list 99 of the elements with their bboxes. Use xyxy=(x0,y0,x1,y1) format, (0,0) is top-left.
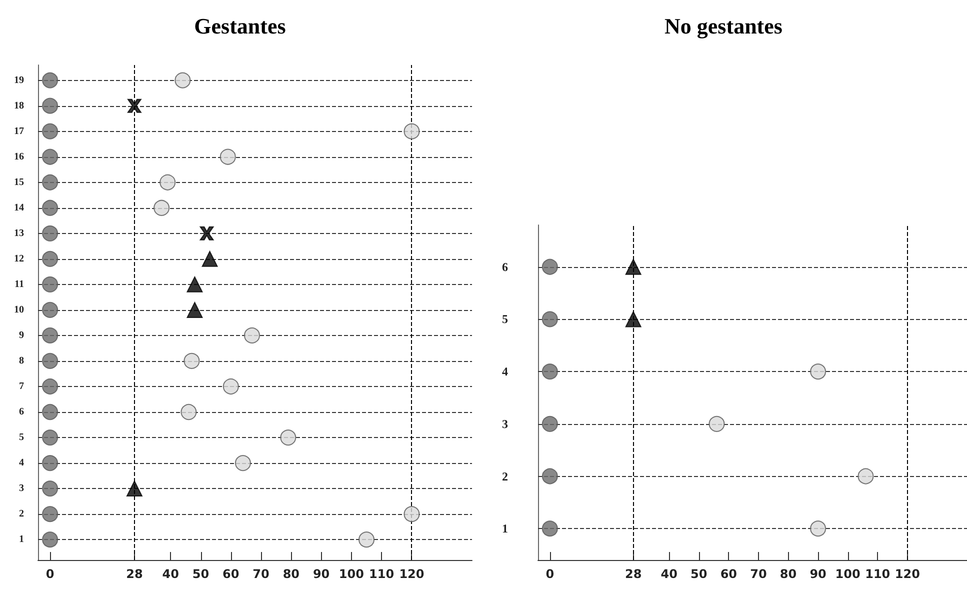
x-tick-label: 40 xyxy=(162,567,179,581)
x-tick-label: 50 xyxy=(690,567,708,581)
point xyxy=(186,302,203,318)
point xyxy=(42,250,58,267)
point xyxy=(42,378,58,394)
point xyxy=(542,416,558,432)
chart-title: Gestantes xyxy=(194,14,286,38)
point xyxy=(42,98,58,114)
point xyxy=(42,72,58,88)
point xyxy=(184,352,200,369)
x-tick-label: 60 xyxy=(222,567,240,581)
point xyxy=(42,200,58,216)
point xyxy=(542,468,558,484)
x-tick-label: 60 xyxy=(720,567,738,581)
y-tick-label: 12 xyxy=(14,253,24,264)
x-tick-label: 110 xyxy=(369,567,394,581)
x-tick-label: 90 xyxy=(312,567,330,581)
point xyxy=(625,311,642,328)
x-tick-label: 110 xyxy=(865,567,890,581)
y-tick-label: 13 xyxy=(14,228,24,239)
point xyxy=(42,327,58,344)
point xyxy=(404,506,420,522)
y-tick-label: 7 xyxy=(19,380,24,392)
point xyxy=(42,480,58,497)
point xyxy=(625,258,642,275)
y-tick-label: 1 xyxy=(502,522,508,536)
y-tick-label: 18 xyxy=(14,100,24,112)
point xyxy=(42,276,58,292)
point xyxy=(42,404,58,420)
x-tick-label: 80 xyxy=(780,567,797,581)
y-tick-label: 15 xyxy=(14,176,24,188)
x-tick-label: 50 xyxy=(192,567,210,581)
point xyxy=(127,98,142,113)
point xyxy=(244,327,260,344)
point xyxy=(126,480,142,497)
x-tick-label: 90 xyxy=(810,567,826,581)
y-tick-label: 11 xyxy=(14,278,24,290)
y-tick-label: 5 xyxy=(502,312,508,326)
point xyxy=(42,430,58,446)
point xyxy=(42,225,58,242)
point xyxy=(280,430,296,446)
point xyxy=(202,250,218,267)
y-tick-label: 1 xyxy=(19,534,24,546)
point xyxy=(708,416,725,432)
point xyxy=(180,404,197,420)
x-tick-label: 70 xyxy=(252,567,270,581)
x-tick-label: 0 xyxy=(546,567,554,581)
y-tick-label: 4 xyxy=(19,458,24,469)
point xyxy=(358,532,375,548)
point xyxy=(542,520,558,537)
y-tick-label: 2 xyxy=(19,508,24,520)
point xyxy=(234,455,251,472)
point xyxy=(42,506,58,522)
point xyxy=(42,123,58,140)
point xyxy=(858,468,874,484)
y-tick-label: 17 xyxy=(14,126,24,137)
point xyxy=(186,276,203,292)
y-tick-label: 5 xyxy=(19,432,24,444)
point xyxy=(154,200,170,216)
point xyxy=(220,148,236,165)
y-tick-label: 4 xyxy=(502,364,508,379)
point xyxy=(222,378,239,394)
point xyxy=(42,174,58,190)
point xyxy=(42,455,58,472)
point xyxy=(42,302,58,318)
y-tick-label: 6 xyxy=(19,406,24,418)
x-tick-label: 100 xyxy=(835,567,860,581)
x-tick-label: 120 xyxy=(894,567,920,581)
x-tick-label: 70 xyxy=(750,567,767,581)
point xyxy=(404,123,420,140)
y-tick-label: 10 xyxy=(14,304,24,316)
point xyxy=(42,352,58,369)
point xyxy=(542,364,558,380)
x-tick-label: 0 xyxy=(46,567,54,581)
x-tick-label: 40 xyxy=(660,567,678,581)
x-tick-label: 28 xyxy=(126,567,143,581)
x-tick-label: 28 xyxy=(624,567,642,581)
y-tick-label: 14 xyxy=(14,202,24,214)
y-tick-label: 6 xyxy=(502,260,508,274)
y-tick-label: 19 xyxy=(14,74,24,86)
point xyxy=(160,174,176,190)
point xyxy=(42,148,58,165)
x-tick-label: 80 xyxy=(282,567,300,581)
x-tick-label: 120 xyxy=(399,567,424,581)
point xyxy=(810,364,826,380)
y-tick-label: 3 xyxy=(19,483,24,494)
point xyxy=(542,311,558,328)
point xyxy=(542,258,558,275)
x-tick-label: 100 xyxy=(338,567,364,581)
point xyxy=(810,520,826,537)
y-tick-label: 3 xyxy=(502,416,508,431)
y-tick-label: 16 xyxy=(14,151,24,162)
point xyxy=(42,532,58,548)
y-tick-label: 2 xyxy=(502,469,508,484)
chart-title: No gestantes xyxy=(664,14,783,38)
y-tick-label: 8 xyxy=(19,355,24,366)
y-tick-label: 9 xyxy=(19,330,24,341)
point xyxy=(200,226,214,240)
point xyxy=(174,72,191,88)
